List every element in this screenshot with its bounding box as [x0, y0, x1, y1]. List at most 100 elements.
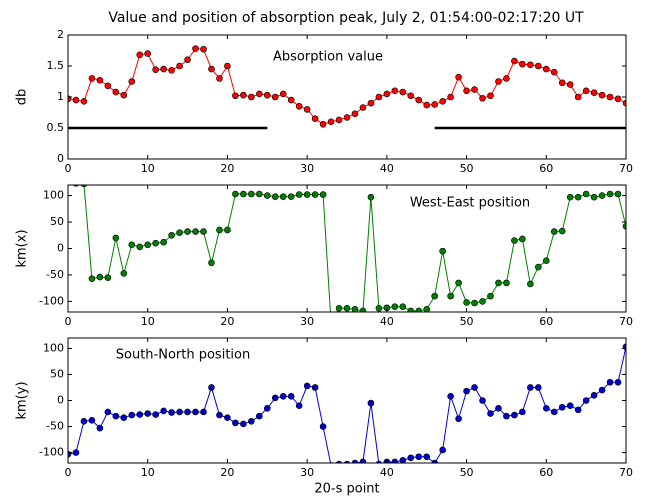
data-point [88, 416, 96, 424]
data-point [375, 304, 383, 312]
data-point [614, 378, 622, 386]
data-point [495, 405, 502, 412]
x-tick-label: 0 [65, 466, 72, 479]
data-point [479, 298, 486, 305]
data-point [303, 382, 311, 390]
data-point [240, 420, 247, 428]
plot-area [68, 343, 626, 463]
x-tick-label: 50 [460, 315, 474, 328]
data-point [415, 96, 423, 104]
y-tick-label: 0 [57, 394, 64, 407]
data-point [68, 185, 70, 186]
y-tick-label: 100 [43, 341, 64, 354]
data-point [606, 378, 614, 386]
y-tick-label: -100 [39, 446, 64, 459]
data-point [351, 459, 359, 463]
data-point [80, 98, 88, 105]
x-tick-label: 60 [539, 162, 553, 175]
data-point [590, 193, 598, 201]
data-point [232, 419, 239, 427]
data-point [550, 408, 558, 416]
y-axis-label: km(y) [15, 381, 30, 419]
data-point [168, 409, 175, 416]
data-point [415, 453, 423, 461]
plot-area [68, 185, 626, 312]
data-point [176, 408, 183, 416]
data-point [80, 185, 88, 188]
data-point [511, 57, 518, 65]
y-tick-label: 0 [57, 152, 64, 165]
data-point [431, 459, 438, 463]
data-point [527, 384, 534, 391]
data-point [279, 393, 287, 400]
data-point [423, 453, 431, 461]
data-point [128, 78, 136, 85]
data-point [558, 79, 566, 87]
data-point [447, 393, 454, 400]
x-tick-label: 70 [619, 466, 633, 479]
x-tick-label: 50 [460, 162, 474, 175]
y-axis-label: km(x) [15, 229, 30, 267]
data-point [519, 60, 526, 68]
data-point [152, 66, 159, 74]
data-point [431, 292, 438, 300]
data-point [311, 191, 319, 198]
data-point [256, 412, 263, 420]
data-point [519, 235, 526, 243]
data-point [471, 86, 478, 93]
x-tick-label: 10 [141, 162, 155, 175]
data-point [495, 78, 502, 85]
data-point [407, 307, 415, 312]
data-point [503, 279, 510, 287]
y-tick-label: 0.5 [47, 121, 65, 134]
data-point [208, 65, 215, 73]
data-point [558, 227, 566, 235]
data-point [184, 56, 191, 64]
data-point [391, 458, 399, 463]
data-point [224, 226, 231, 234]
data-point [447, 292, 454, 300]
data-point [566, 81, 574, 88]
x-tick-label: 40 [380, 162, 394, 175]
data-point [232, 190, 239, 198]
data-point [614, 190, 622, 198]
x-tick-label: 10 [141, 315, 155, 328]
data-point [399, 457, 407, 463]
data-point [96, 424, 104, 432]
data-point [439, 98, 446, 105]
x-tick-label: 30 [300, 466, 314, 479]
data-point [574, 193, 582, 201]
data-point [88, 75, 96, 82]
x-tick-label: 70 [619, 162, 633, 175]
data-point [271, 394, 279, 402]
data-point [319, 191, 327, 198]
data-point [232, 92, 239, 100]
data-point [511, 237, 518, 244]
data-point [120, 414, 128, 421]
data-point [311, 115, 319, 122]
data-point [248, 190, 255, 198]
x-tick-label: 60 [539, 315, 553, 328]
data-point [391, 87, 399, 95]
data-point [200, 408, 207, 416]
data-point [329, 462, 334, 463]
data-point [535, 62, 542, 70]
data-point [120, 91, 128, 99]
data-point [399, 303, 407, 311]
y-axis-label: db [15, 89, 30, 106]
annotation: Absorption value [273, 50, 383, 65]
data-point [407, 454, 415, 462]
data-point [224, 62, 231, 70]
data-point [487, 92, 494, 100]
x-tick-label: 40 [380, 315, 394, 328]
data-point [335, 116, 343, 124]
plot-area [68, 45, 626, 130]
data-point [423, 306, 431, 312]
data-point [582, 397, 590, 404]
x-tick-label: 70 [619, 315, 633, 328]
data-point [152, 239, 159, 247]
x-tick-label: 30 [300, 315, 314, 328]
y-tick-label: -100 [39, 294, 64, 307]
